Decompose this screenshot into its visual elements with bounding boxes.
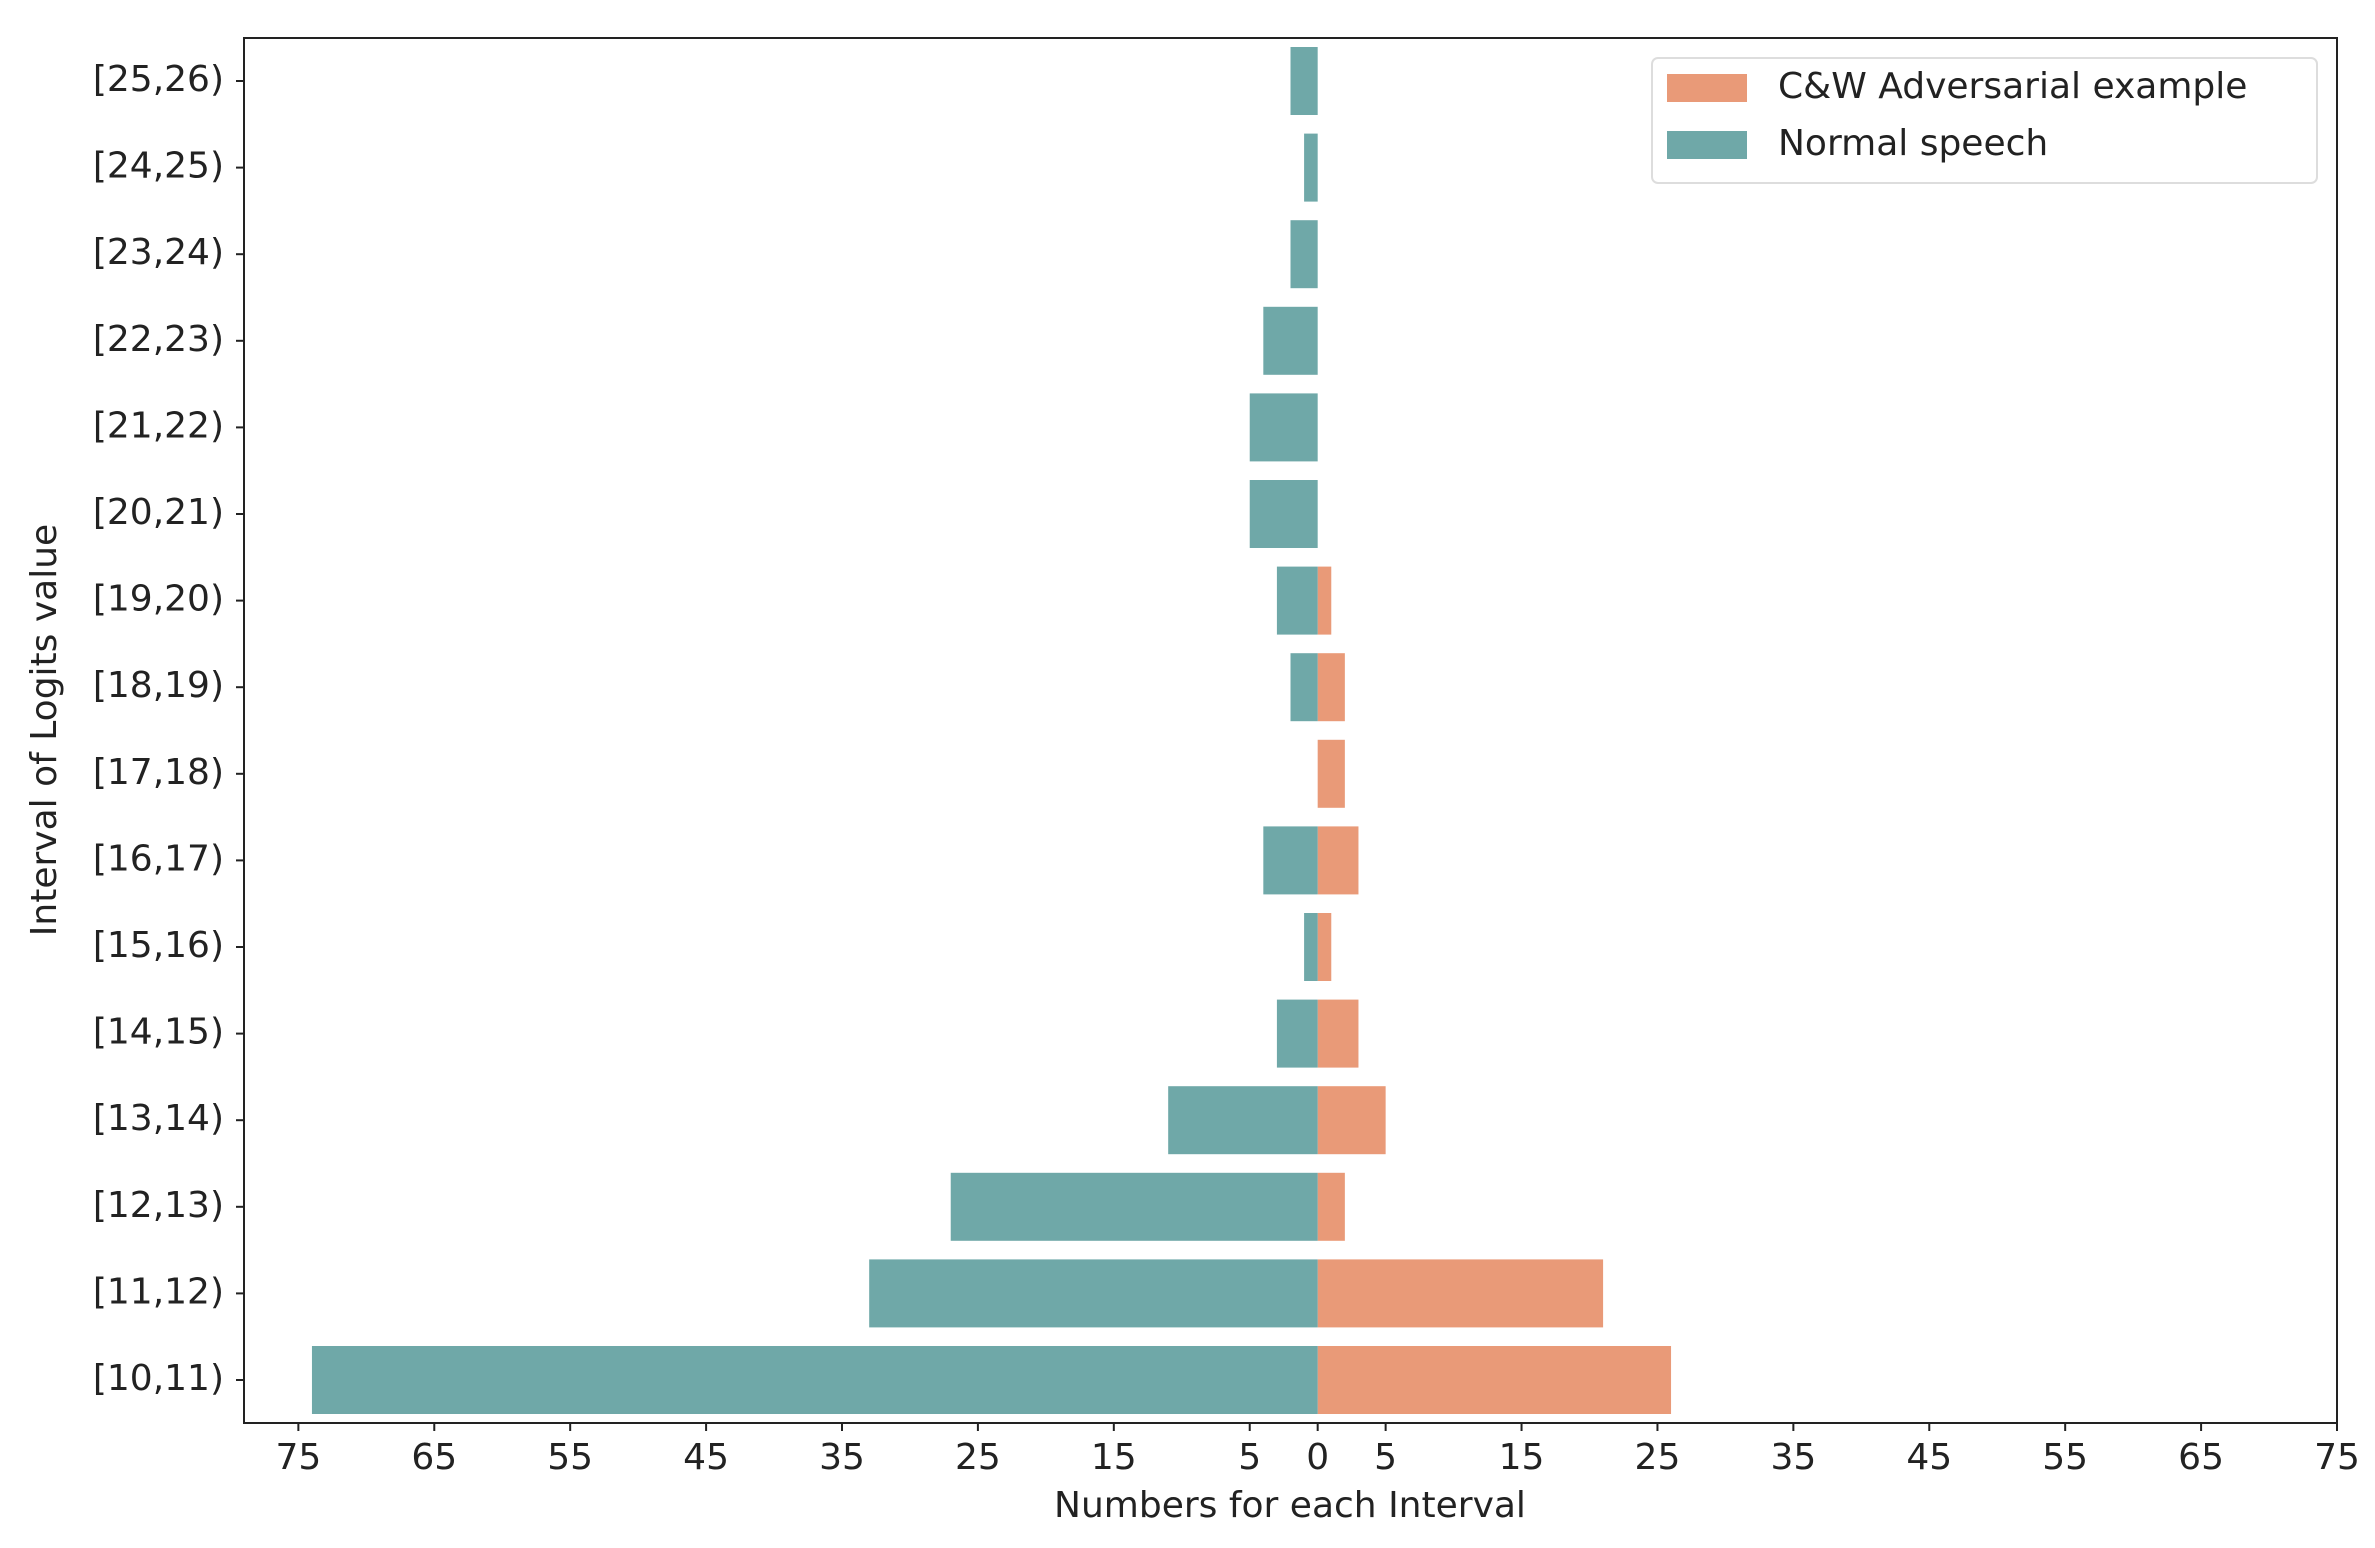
- x-tick-label: 55: [2042, 1437, 2088, 1478]
- x-tick-label: 0: [1306, 1437, 1329, 1478]
- bar: [1317, 999, 1359, 1068]
- bar: [869, 1259, 1318, 1328]
- y-tick-label: [23,24): [93, 232, 224, 273]
- x-tick-label: 15: [1091, 1437, 1137, 1478]
- bar: [311, 1346, 1318, 1414]
- x-tick-label: 25: [955, 1437, 1001, 1478]
- bar: [1276, 999, 1318, 1068]
- x-tick-label: 55: [547, 1437, 593, 1478]
- y-tick-label: [14,15): [93, 1012, 224, 1053]
- x-tick-label: 65: [411, 1437, 457, 1478]
- y-tick-label: [18,19): [93, 665, 224, 706]
- x-tick-label: 65: [2178, 1437, 2224, 1478]
- y-tick-label: [15,16): [93, 925, 224, 966]
- y-axis-label: Interval of Logits value: [24, 524, 65, 936]
- y-tick-label: [19,20): [93, 579, 224, 620]
- bar: [1168, 1086, 1318, 1155]
- x-tick-label: 35: [1770, 1437, 1816, 1478]
- x-tick-label: 75: [2314, 1437, 2360, 1478]
- x-tick-label: 45: [1906, 1437, 1952, 1478]
- x-tick-label: 75: [275, 1437, 321, 1478]
- y-tick-label: [16,17): [93, 838, 224, 879]
- bar: [1263, 306, 1318, 375]
- bar: [1317, 566, 1332, 635]
- bar: [1317, 739, 1345, 808]
- bar: [1317, 1086, 1386, 1155]
- bar: [1304, 913, 1318, 981]
- bar: [1317, 826, 1359, 895]
- bar: [1304, 133, 1318, 202]
- bar: [1249, 480, 1318, 548]
- y-tick-label: [22,23): [93, 319, 224, 360]
- bar: [1290, 653, 1318, 722]
- y-tick-label: [21,22): [93, 405, 224, 446]
- y-tick-label: [11,12): [93, 1271, 224, 1312]
- bar: [1317, 653, 1345, 722]
- bar: [950, 1172, 1318, 1241]
- bar: [1317, 1346, 1672, 1414]
- bar: [1317, 1172, 1345, 1241]
- bar: [1276, 566, 1318, 635]
- bar: [1249, 393, 1318, 462]
- x-tick-label: 5: [1374, 1437, 1397, 1478]
- y-tick-label: [17,18): [93, 752, 224, 793]
- x-tick-label: 15: [1499, 1437, 1545, 1478]
- x-tick-label: 5: [1238, 1437, 1261, 1478]
- bar: [1317, 913, 1332, 981]
- x-tick-label: 35: [819, 1437, 865, 1478]
- y-tick-label: [10,11): [93, 1358, 224, 1399]
- legend-swatch: [1667, 131, 1747, 159]
- legend-label: Normal speech: [1778, 123, 2048, 164]
- y-tick-label: [24,25): [93, 146, 224, 187]
- x-tick-label: 25: [1635, 1437, 1681, 1478]
- legend-label: C&W Adversarial example: [1778, 66, 2247, 107]
- legend-box: [1651, 57, 2318, 184]
- plot-frame: [243, 37, 2338, 1424]
- x-axis-label: Numbers for each Interval: [1054, 1485, 1526, 1526]
- y-tick-label: [20,21): [93, 492, 224, 533]
- x-tick-label: 45: [683, 1437, 729, 1478]
- y-tick-label: [12,13): [93, 1185, 224, 1226]
- y-tick-label: [25,26): [93, 59, 224, 100]
- bar: [1263, 826, 1318, 895]
- bar: [1317, 1259, 1604, 1328]
- legend-swatch: [1667, 74, 1747, 102]
- bar: [1290, 220, 1318, 289]
- bar: [1290, 47, 1318, 115]
- y-tick-label: [13,14): [93, 1098, 224, 1139]
